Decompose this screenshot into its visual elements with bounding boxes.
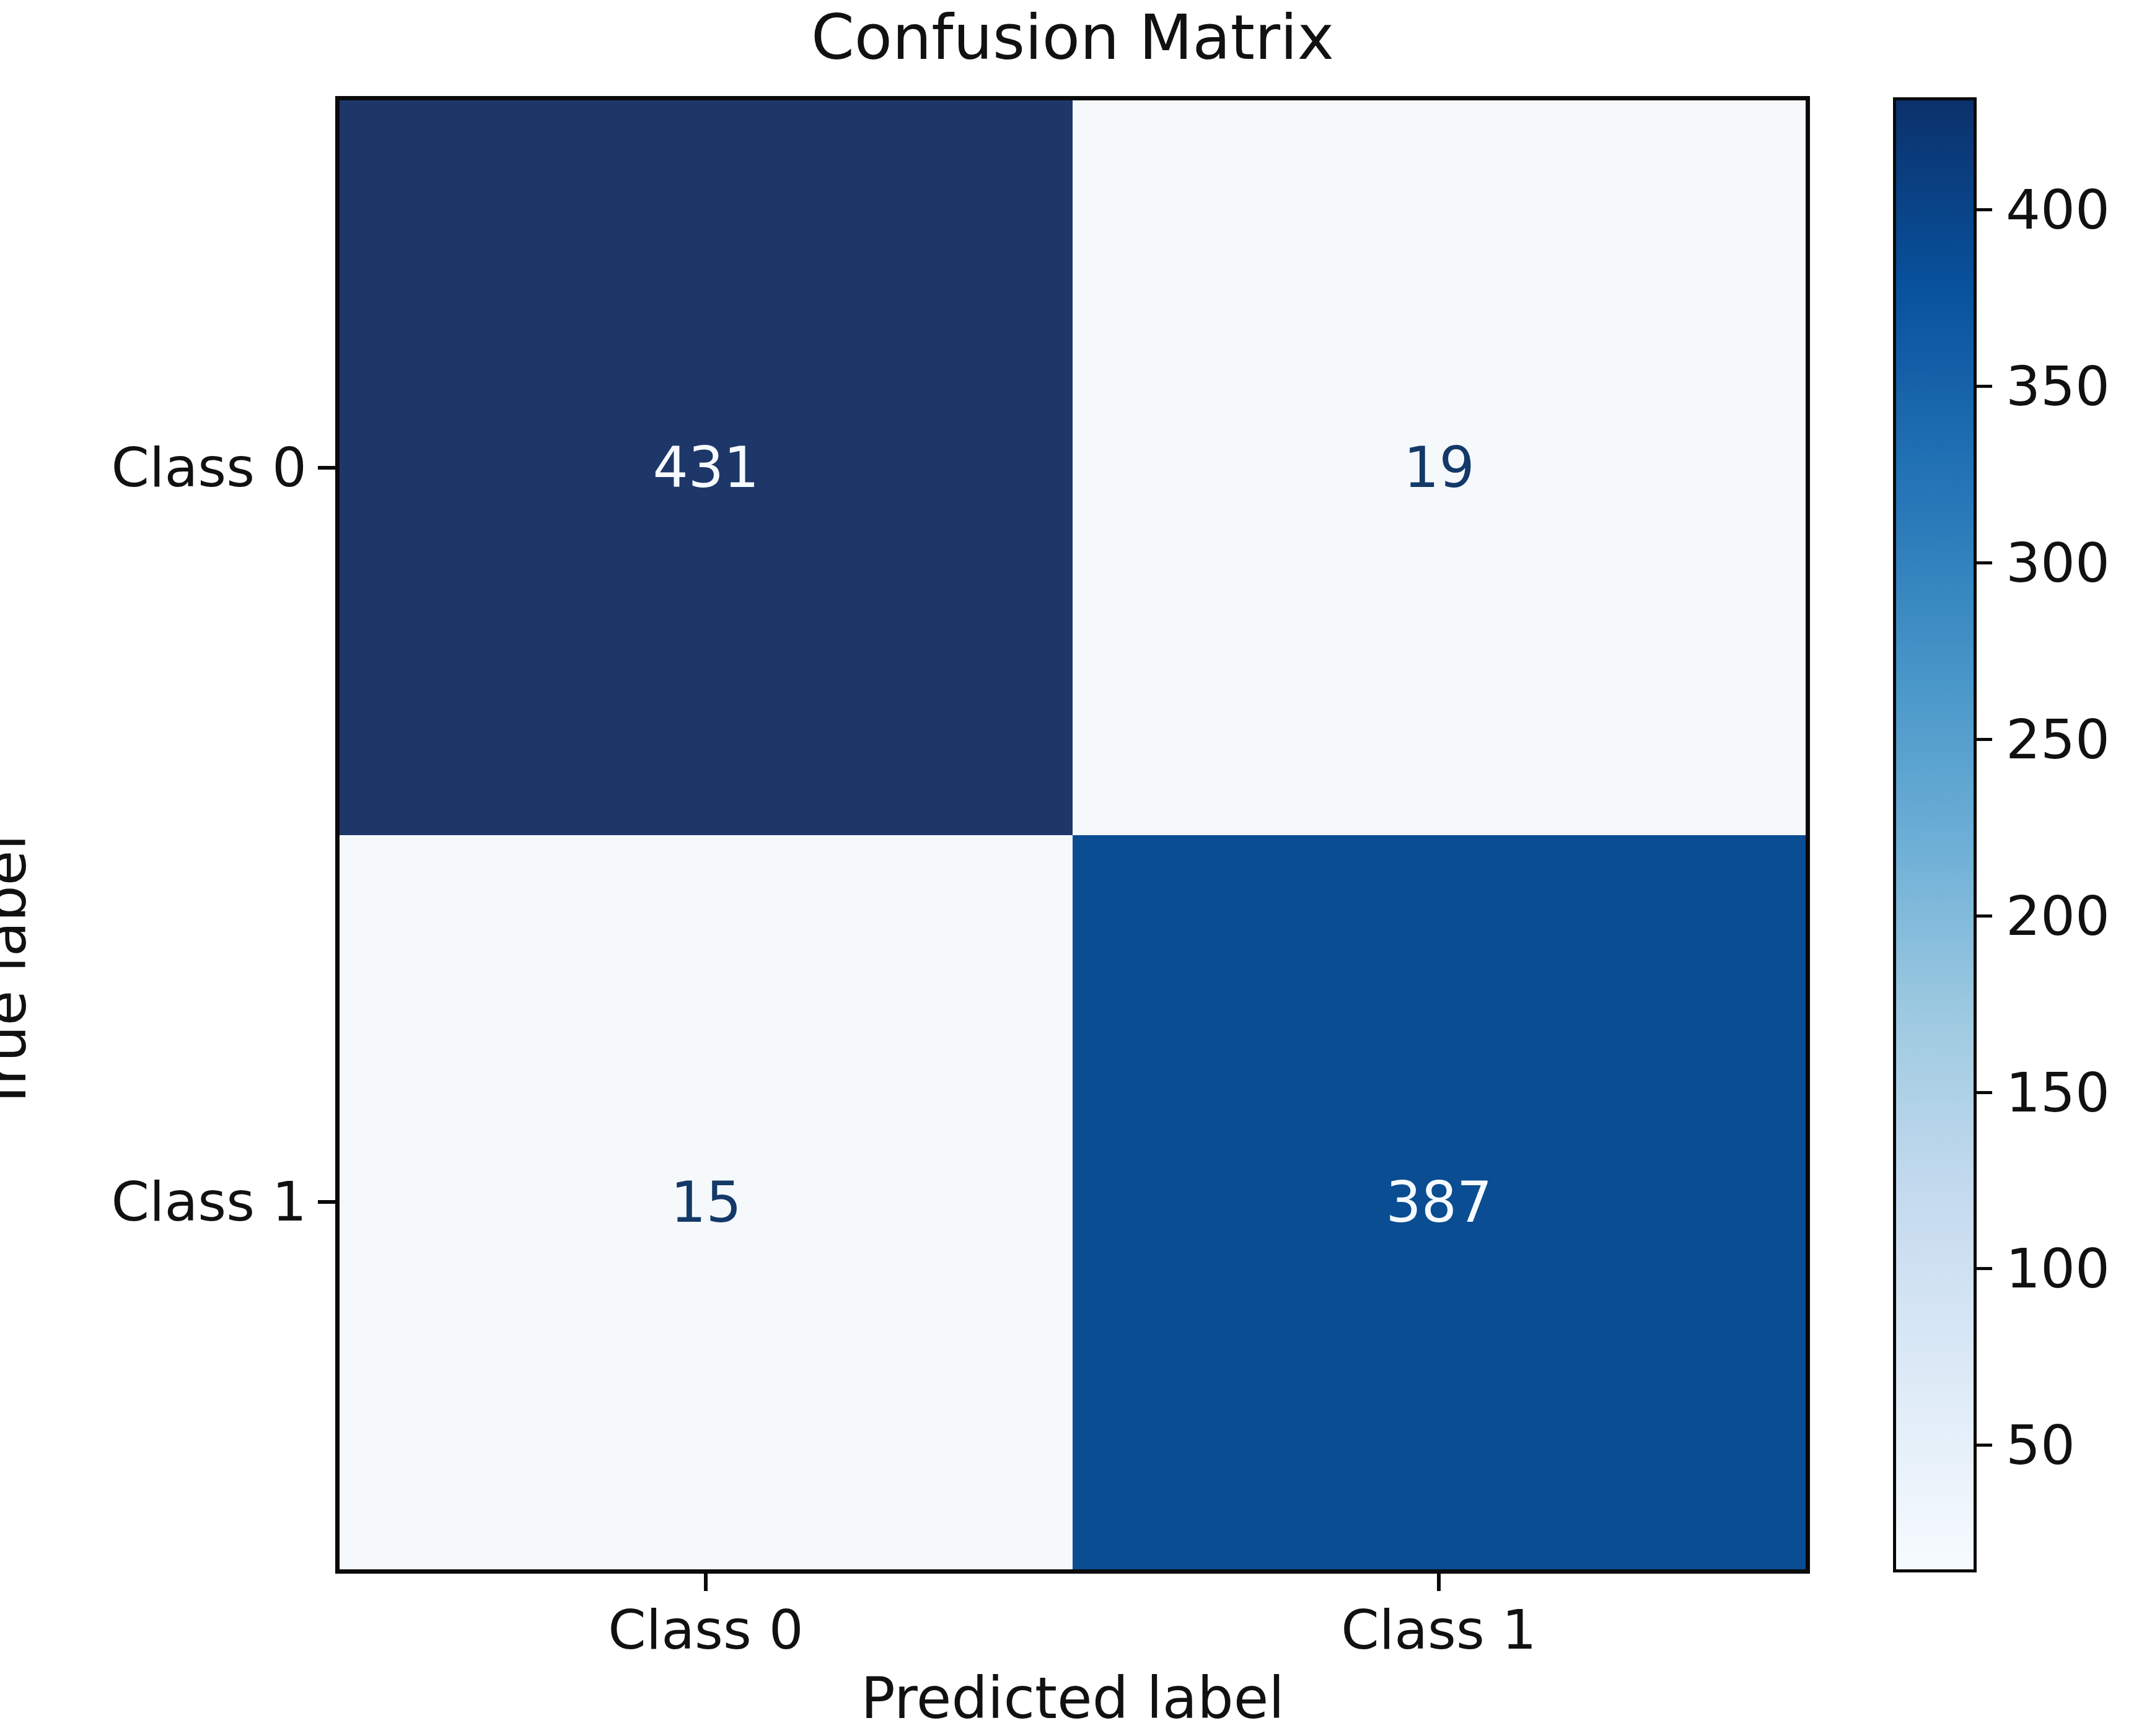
colorbar — [1893, 97, 1977, 1572]
colorbar-tick-label-400: 400 — [2006, 176, 2139, 244]
chart-title: Confusion Matrix — [335, 1, 1810, 74]
y-tick-label-class0: Class 0 — [59, 434, 307, 502]
y-tick-mark — [318, 466, 335, 470]
colorbar-tick-label-350: 350 — [2006, 353, 2139, 421]
x-tick-mark — [704, 1574, 708, 1591]
colorbar-tick-mark — [1974, 738, 1992, 741]
cell-value: 15 — [670, 1170, 742, 1235]
matrix-cell-true1-pred1: 387 — [1073, 835, 1806, 1570]
matrix-cell-true0-pred1: 19 — [1073, 100, 1806, 835]
colorbar-tick-label-150: 150 — [2006, 1059, 2139, 1127]
colorbar-tick-mark — [1974, 1091, 1992, 1094]
matrix-cell-true1-pred0: 15 — [340, 835, 1073, 1570]
colorbar-tick-label-100: 100 — [2006, 1235, 2139, 1303]
colorbar-tick-label-250: 250 — [2006, 706, 2139, 774]
colorbar-tick-label-50: 50 — [2006, 1411, 2139, 1480]
x-tick-label-class1: Class 1 — [1253, 1596, 1625, 1664]
y-tick-mark — [318, 1200, 335, 1204]
matrix-cell-true0-pred0: 431 — [340, 100, 1073, 835]
heatmap-plot: 431 19 15 387 — [335, 96, 1810, 1574]
y-tick-label-class1: Class 1 — [59, 1168, 307, 1236]
cell-value: 387 — [1386, 1170, 1493, 1235]
confusion-matrix-figure: Confusion Matrix 431 19 15 387 Class 0 C… — [0, 0, 2139, 1736]
x-tick-mark — [1437, 1574, 1441, 1591]
colorbar-tick-mark — [1974, 561, 1992, 564]
x-axis-label: Predicted label — [335, 1664, 1810, 1734]
colorbar-tick-label-200: 200 — [2006, 882, 2139, 950]
cell-value: 19 — [1403, 435, 1475, 500]
cell-value: 431 — [653, 435, 760, 500]
x-tick-label-class0: Class 0 — [520, 1596, 892, 1664]
colorbar-tick-mark — [1974, 1267, 1992, 1270]
colorbar-tick-label-300: 300 — [2006, 529, 2139, 597]
colorbar-tick-mark — [1974, 385, 1992, 388]
colorbar-tick-mark — [1974, 208, 1992, 211]
colorbar-tick-mark — [1974, 1444, 1992, 1447]
colorbar-tick-mark — [1974, 914, 1992, 918]
